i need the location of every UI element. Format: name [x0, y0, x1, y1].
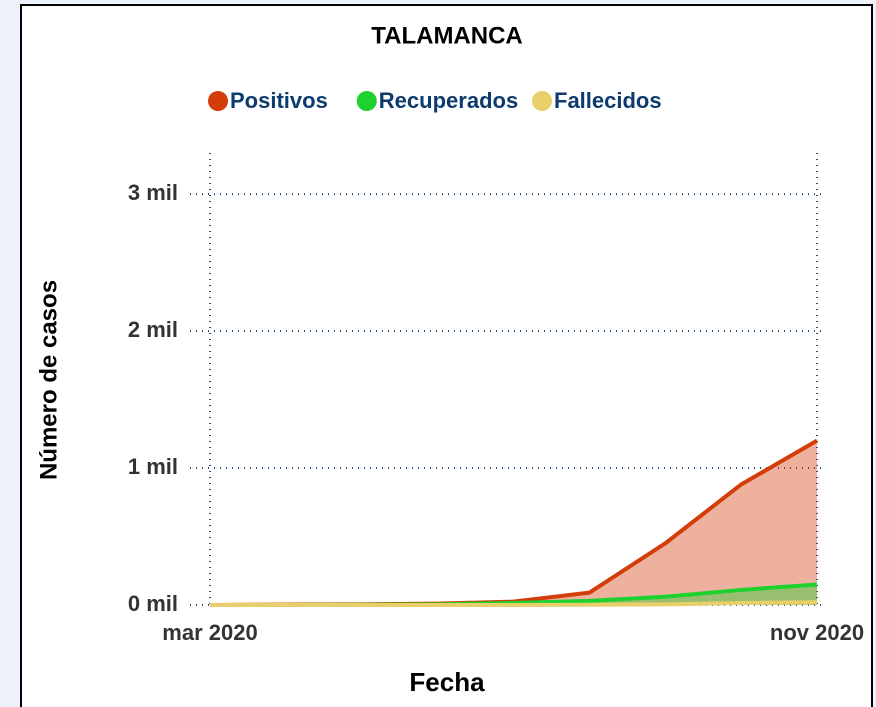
y-tick-label: 1 mil	[128, 454, 178, 479]
legend-marker	[208, 91, 228, 111]
line	[210, 600, 818, 607]
legend-marker	[356, 91, 377, 111]
legend-marker	[532, 91, 552, 111]
chart-title: TALAMANCA	[371, 22, 523, 49]
y-axis-title: Número de casos	[35, 280, 62, 480]
legend-label: Recuperados	[379, 88, 518, 113]
x-tick-label: nov 2020	[770, 620, 864, 645]
area	[210, 440, 817, 605]
legend-label: Fallecidos	[554, 88, 662, 113]
x-tick-label: mar 2020	[162, 620, 257, 645]
y-tick-label: 0 mil	[128, 591, 178, 616]
legend-label: Positivos	[230, 88, 328, 113]
y-tick-label: 2 mil	[128, 317, 178, 342]
y-tick-label: 3 mil	[128, 180, 178, 205]
x-axis-title: Fecha	[409, 667, 485, 697]
area	[210, 584, 817, 605]
